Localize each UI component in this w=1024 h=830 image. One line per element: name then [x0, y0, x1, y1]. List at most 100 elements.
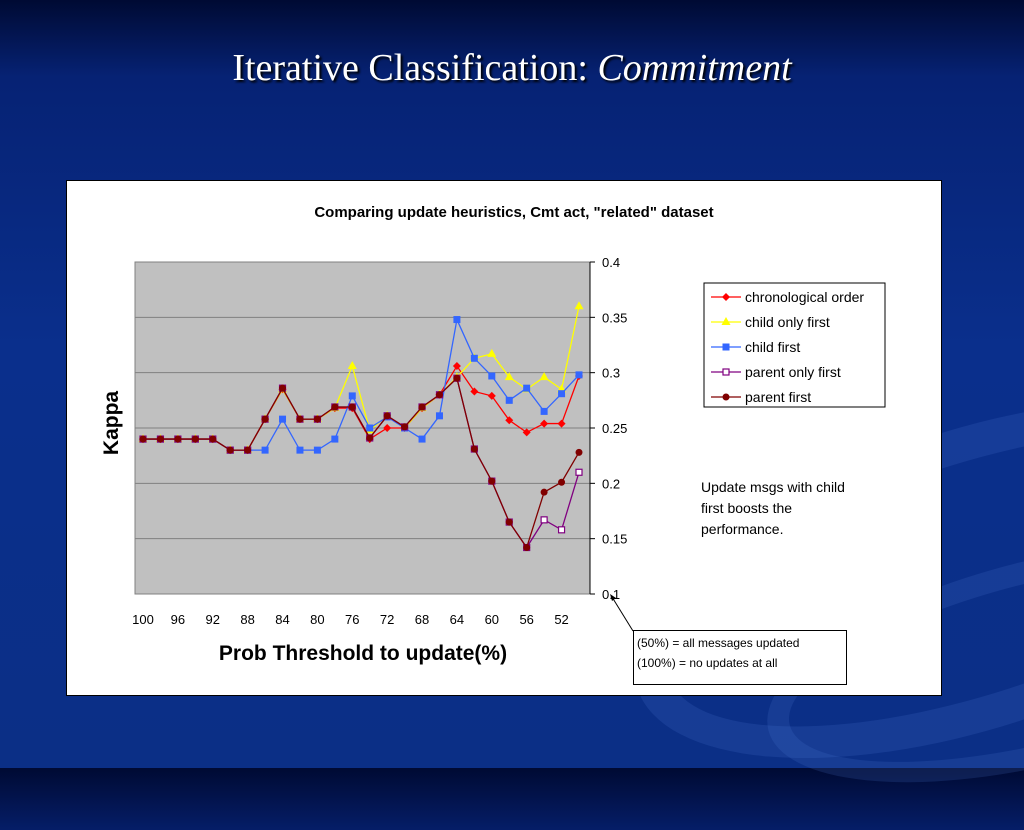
data-point — [331, 403, 339, 411]
data-point — [504, 372, 514, 381]
data-point — [279, 415, 287, 423]
series-layer — [138, 301, 584, 552]
data-point — [156, 435, 164, 443]
legend-item: chronological order — [711, 289, 864, 305]
data-point — [470, 445, 478, 453]
data-point — [261, 415, 269, 423]
data-point — [331, 435, 339, 443]
y-tick-label: 0.3 — [602, 366, 620, 381]
x-tick-label: 56 — [519, 612, 533, 627]
x-axis-ticks: 100 96 92 88 84 80 76 72 68 64 60 56 52 — [132, 612, 569, 627]
data-point — [488, 372, 496, 380]
data-point — [722, 293, 730, 301]
data-point — [279, 384, 287, 392]
data-point — [401, 423, 409, 431]
data-point — [348, 403, 356, 411]
legend-box — [703, 282, 886, 408]
y-axis-ticks: 0.4 0.35 0.3 0.25 0.2 0.15 0.1 — [589, 255, 627, 602]
data-point — [435, 391, 443, 399]
x-tick-label: 96 — [171, 612, 185, 627]
legend-item: child only first — [711, 314, 830, 330]
data-point — [487, 348, 497, 357]
y-axis-label: Kappa — [100, 391, 123, 456]
data-point — [505, 416, 514, 425]
y-tick-label: 0.1 — [602, 587, 620, 602]
data-point — [453, 374, 461, 382]
data-point — [522, 428, 531, 437]
data-point — [540, 488, 548, 496]
x-tick-label: 100 — [132, 612, 154, 627]
data-point — [244, 446, 252, 454]
x-tick-label: 92 — [206, 612, 220, 627]
data-point — [296, 415, 304, 423]
legend-label: child first — [745, 339, 800, 355]
data-point — [557, 419, 566, 428]
x-tick-label: 68 — [415, 612, 429, 627]
data-point — [488, 477, 496, 485]
y-tick-label: 0.2 — [602, 476, 620, 491]
line-chart: Comparing update heuristics, Cmt act, "r… — [100, 204, 886, 665]
y-tick-label: 0.15 — [602, 532, 627, 547]
data-point — [575, 448, 583, 456]
data-point — [139, 435, 147, 443]
data-point — [174, 435, 182, 443]
data-point — [539, 372, 549, 381]
series-parent-first — [139, 374, 583, 552]
annotation-line-2: first boosts the — [701, 500, 793, 516]
data-point — [435, 412, 443, 420]
data-point — [453, 316, 461, 324]
legend-label: parent only first — [745, 364, 841, 380]
x-tick-label: 76 — [345, 612, 359, 627]
x-tick-label: 60 — [485, 612, 499, 627]
data-point — [540, 516, 548, 524]
data-point — [523, 384, 531, 392]
slide-title-plain: Iterative Classification: — [232, 47, 598, 89]
data-point — [558, 478, 566, 486]
data-point — [347, 361, 357, 370]
data-point — [505, 396, 513, 404]
x-tick-label: 52 — [554, 612, 568, 627]
data-point — [191, 435, 199, 443]
data-point — [540, 419, 549, 428]
data-point — [452, 362, 461, 371]
note-pointer-arrowhead — [610, 594, 616, 601]
gridlines — [135, 316, 590, 540]
data-point — [722, 368, 730, 376]
data-point — [557, 526, 566, 534]
note-line-2: (100%) = no updates at all — [637, 656, 778, 670]
data-point — [366, 434, 374, 442]
note-line-1: (50%) = all messages updated — [637, 636, 800, 650]
data-point — [574, 301, 584, 310]
threshold-note-box: (50%) = all messages updated (100%) = no… — [633, 630, 847, 685]
y-tick-label: 0.4 — [602, 255, 620, 270]
data-point — [418, 435, 426, 443]
x-tick-label: 88 — [240, 612, 254, 627]
legend-item: parent first — [711, 389, 811, 405]
data-point — [470, 354, 478, 362]
data-point — [348, 392, 356, 400]
legend-label: chronological order — [745, 289, 864, 305]
data-point — [209, 435, 217, 443]
data-point — [366, 424, 374, 432]
data-point — [721, 317, 731, 325]
data-point — [313, 415, 321, 423]
data-point — [226, 446, 234, 454]
legend-label: child only first — [745, 314, 830, 330]
data-point — [505, 518, 513, 526]
x-tick-label: 80 — [310, 612, 324, 627]
data-point — [296, 446, 304, 454]
data-point — [540, 407, 548, 415]
y-tick-label: 0.35 — [602, 310, 627, 325]
data-point — [575, 371, 583, 379]
chart-title: Comparing update heuristics, Cmt act, "r… — [314, 204, 713, 221]
x-tick-label: 84 — [275, 612, 289, 627]
x-tick-label: 64 — [450, 612, 464, 627]
data-point — [487, 391, 496, 400]
y-tick-label: 0.25 — [602, 421, 627, 436]
data-point — [722, 393, 730, 401]
data-point — [261, 446, 269, 454]
data-point — [558, 390, 566, 398]
slide-title-italic: Commitment — [597, 47, 792, 89]
data-point — [470, 387, 479, 396]
data-point — [575, 468, 583, 476]
